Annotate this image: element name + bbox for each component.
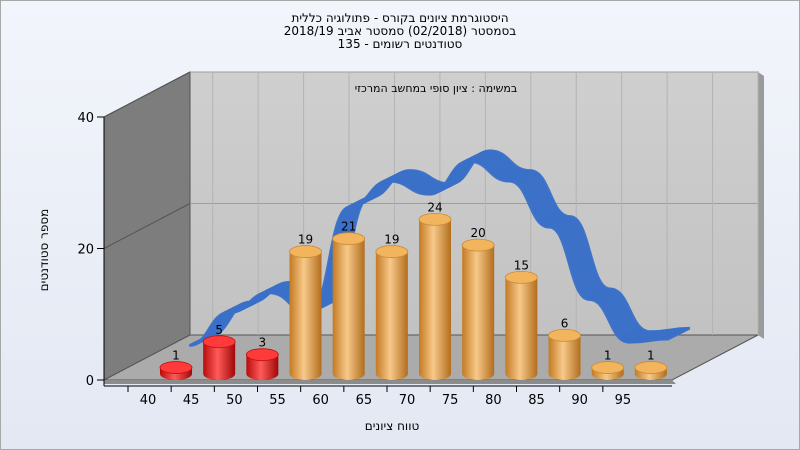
y-tick-label: 20 bbox=[77, 243, 94, 258]
bar-value-label: 1 bbox=[172, 349, 180, 363]
bar-top bbox=[591, 361, 625, 374]
bar bbox=[375, 251, 408, 380]
chart-title-line-1: היסטוגרמת ציונים בקורס - פתולוגיה כללית bbox=[291, 11, 509, 25]
grid-line-side bbox=[103, 203, 191, 249]
y-tick-label: 0 bbox=[86, 374, 94, 389]
bar bbox=[203, 341, 236, 380]
bar-top bbox=[289, 245, 322, 258]
x-tick-label: 90 bbox=[571, 393, 588, 408]
bar-value-label: 1 bbox=[604, 349, 612, 363]
bar-top bbox=[461, 238, 495, 252]
bar bbox=[462, 245, 495, 380]
bar-value-label: 3 bbox=[259, 336, 267, 350]
chart-annotation: במשימה : ציון סופי במחשב המרכזי bbox=[355, 82, 518, 95]
x-tick-label: 55 bbox=[269, 393, 286, 408]
x-tick-label: 60 bbox=[312, 393, 329, 408]
x-tick-label: 75 bbox=[442, 393, 459, 408]
x-tick-label: 80 bbox=[485, 393, 502, 408]
bar-value-label: 20 bbox=[471, 226, 486, 240]
bar bbox=[332, 238, 365, 380]
bar-top bbox=[375, 245, 409, 258]
bar-top bbox=[634, 361, 668, 374]
bar-value-label: 1 bbox=[647, 349, 655, 363]
bar-value-label: 5 bbox=[215, 323, 223, 337]
bar bbox=[246, 354, 279, 380]
x-tick-label: 70 bbox=[399, 393, 416, 408]
bar-value-label: 19 bbox=[298, 233, 313, 247]
x-tick-label: 65 bbox=[356, 393, 373, 408]
bar bbox=[419, 219, 452, 380]
floor-edge bbox=[104, 380, 676, 384]
chart-title-line-3: סטודנטים רשומים - 135 bbox=[337, 37, 463, 51]
x-tick-label: 50 bbox=[226, 393, 243, 408]
bar-top bbox=[202, 335, 236, 349]
bar-top bbox=[332, 232, 366, 246]
bar-top bbox=[245, 348, 279, 362]
x-tick-label: 45 bbox=[183, 393, 200, 408]
bar bbox=[548, 335, 581, 380]
bar bbox=[505, 277, 538, 380]
bar-top bbox=[159, 361, 193, 374]
chart-title-line-2: בסמסטר (02/2018) סמסטר אביב 2018/19 bbox=[283, 24, 517, 38]
bar-top bbox=[548, 328, 581, 342]
bar-value-label: 6 bbox=[561, 316, 569, 330]
x-tick-label: 85 bbox=[528, 393, 545, 408]
bar-top bbox=[418, 212, 452, 226]
x-tick-label: 40 bbox=[140, 393, 157, 408]
bar-top bbox=[504, 270, 538, 284]
x-tick-label: 95 bbox=[615, 393, 632, 408]
y-tick-label: 40 bbox=[77, 111, 94, 126]
y-axis-label: מספר סטודנטים bbox=[37, 209, 51, 292]
bar-value-label: 21 bbox=[341, 220, 356, 234]
bar-value-label: 19 bbox=[384, 233, 399, 247]
bar-value-label: 15 bbox=[514, 258, 529, 272]
bar-value-label: 24 bbox=[427, 200, 442, 214]
bar bbox=[289, 251, 322, 380]
distribution-curve bbox=[188, 159, 670, 347]
x-axis-label: טווח ציונים bbox=[365, 419, 420, 433]
grid-line-side bbox=[103, 71, 191, 118]
back-wall-edge bbox=[758, 72, 764, 339]
